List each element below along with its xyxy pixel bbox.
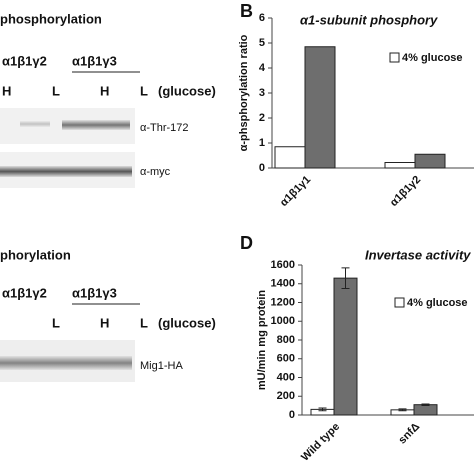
group-label: α1β1γ2 [2, 53, 47, 68]
y-tick-label: 1200 [271, 296, 295, 308]
legend-label: 4% glucose [407, 297, 468, 309]
y-tick-label: 3 [259, 87, 265, 99]
y-tick-label: 400 [277, 371, 295, 383]
condition-label: (glucose) [158, 83, 216, 98]
lane-label: L [52, 83, 60, 98]
group-label: α1β1γ2 [2, 285, 47, 300]
bar [333, 277, 358, 416]
y-tick-label: 1600 [271, 259, 295, 271]
lane-label: H [2, 83, 11, 98]
lane-label: L [52, 315, 60, 330]
row-label: Mig1-HA [140, 360, 183, 372]
group-label: α1β1γ3 [72, 285, 117, 300]
y-tick-label: 200 [277, 390, 295, 402]
y-tick-label: 1400 [271, 278, 295, 290]
bar [413, 404, 438, 416]
y-tick-label: 1000 [271, 315, 295, 327]
bar [274, 146, 306, 169]
y-tick-label: 0 [289, 409, 295, 421]
y-tick-label: 6 [259, 12, 265, 24]
bar [304, 46, 336, 169]
lane-label: H [100, 83, 109, 98]
y-tick-label: 800 [277, 334, 295, 346]
group-label: α1β1γ3 [72, 53, 117, 68]
lane-label: H [100, 315, 109, 330]
error-bar [318, 407, 327, 412]
y-tick-label: 0 [259, 162, 265, 174]
y-tick-label: 2 [259, 112, 265, 124]
x-tick-label: Wild type [299, 421, 342, 464]
blot-band [0, 356, 132, 370]
error-bar [398, 408, 407, 412]
blot-title: phorylation [0, 247, 71, 262]
lane-label: L [140, 83, 148, 98]
bar [384, 162, 416, 169]
y-tick-label: 5 [259, 37, 265, 49]
x-tick-label: snfΔ [396, 421, 422, 447]
row-label: α-myc [140, 166, 171, 178]
error-bar [421, 403, 430, 406]
blot-title: phosphorylation [0, 11, 102, 26]
legend-swatch [394, 297, 405, 308]
y-tick-label: 1 [259, 137, 265, 149]
y-axis-label: mU/min mg protein [256, 290, 268, 391]
lane-label: L [140, 315, 148, 330]
y-axis-label: α-phsphorylation ratio [238, 34, 250, 151]
chart-title: α1-subunit phosphory [300, 12, 438, 27]
y-tick-label: 600 [277, 353, 295, 365]
legend-swatch [389, 52, 400, 63]
y-tick-label: 4 [259, 62, 266, 74]
row-label: α-Thr-172 [140, 122, 189, 134]
chart-title: Invertase activity [365, 247, 471, 262]
legend-label: 4% glucose [402, 52, 463, 64]
bar [414, 153, 446, 169]
blot-band [0, 166, 132, 177]
x-tick-label: α1β1γ2 [388, 174, 423, 209]
panel-label: B [240, 1, 253, 21]
blot-band [20, 121, 50, 127]
panel-label: D [240, 233, 253, 253]
blot-band [62, 120, 130, 130]
condition-label: (glucose) [158, 315, 216, 330]
x-tick-label: α1β1γ1 [278, 174, 313, 209]
error-bar [341, 267, 350, 289]
